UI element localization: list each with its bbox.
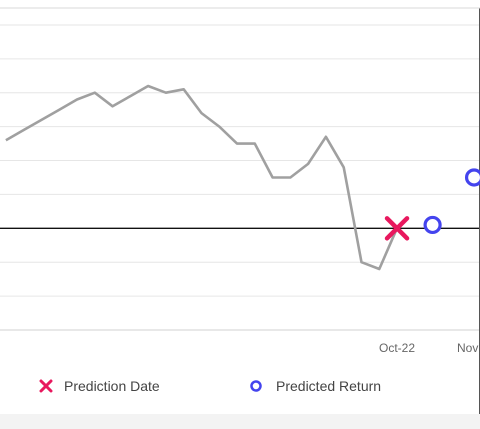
prediction-date-marker [384, 216, 410, 241]
x-marker-stroke-b [384, 216, 410, 241]
predicted-return-marker-1 [464, 168, 480, 187]
series-group [5, 84, 480, 271]
grid-lines [0, 24, 480, 331]
series-line-0 [5, 84, 399, 271]
predicted-return-marker-0 [423, 215, 442, 235]
legend-x-symbol-b [39, 379, 53, 393]
legend-o-symbol [250, 380, 262, 392]
legend-label-1: Predicted Return [276, 378, 381, 394]
legend: Prediction Date Predicted Return [39, 378, 381, 394]
x-tick-label-1: Nov [457, 341, 478, 355]
x-tick-label-0: Oct-22 [379, 341, 415, 355]
legend-label-0: Prediction Date [64, 378, 160, 394]
x-tick-labels: Oct-22 Nov [379, 341, 478, 355]
bottom-strip [0, 414, 480, 429]
